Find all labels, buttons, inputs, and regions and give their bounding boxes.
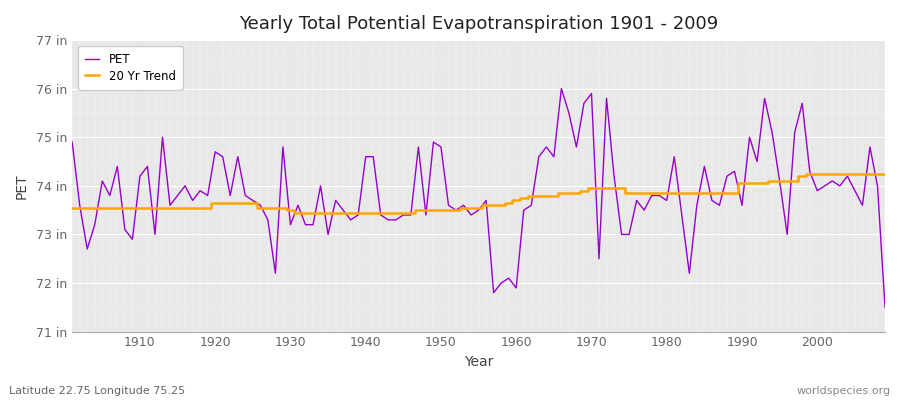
- Title: Yearly Total Potential Evapotranspiration 1901 - 2009: Yearly Total Potential Evapotranspiratio…: [239, 15, 718, 33]
- Y-axis label: PET: PET: [15, 173, 29, 199]
- Legend: PET, 20 Yr Trend: PET, 20 Yr Trend: [78, 46, 183, 90]
- 20 Yr Trend: [518, 196, 529, 200]
- PET: [503, 276, 514, 280]
- PET: [127, 237, 138, 242]
- 20 Yr Trend: [805, 171, 815, 176]
- PET: [338, 208, 348, 212]
- 20 Yr Trend: [300, 210, 310, 215]
- 20 Yr Trend: [67, 205, 77, 210]
- 20 Yr Trend: [608, 186, 619, 191]
- Text: Latitude 22.75 Longitude 75.25: Latitude 22.75 Longitude 75.25: [9, 386, 185, 396]
- Text: worldspecies.org: worldspecies.org: [796, 386, 891, 396]
- 20 Yr Trend: [127, 205, 138, 210]
- 20 Yr Trend: [879, 171, 890, 176]
- PET: [879, 305, 890, 310]
- Line: 20 Yr Trend: 20 Yr Trend: [72, 174, 885, 212]
- PET: [67, 140, 77, 144]
- 20 Yr Trend: [346, 210, 356, 215]
- PET: [556, 86, 567, 91]
- PET: [292, 203, 303, 208]
- Line: PET: PET: [72, 89, 885, 307]
- PET: [608, 174, 619, 178]
- X-axis label: Year: Year: [464, 355, 493, 369]
- 20 Yr Trend: [511, 198, 522, 203]
- PET: [511, 286, 522, 290]
- 20 Yr Trend: [292, 210, 303, 215]
